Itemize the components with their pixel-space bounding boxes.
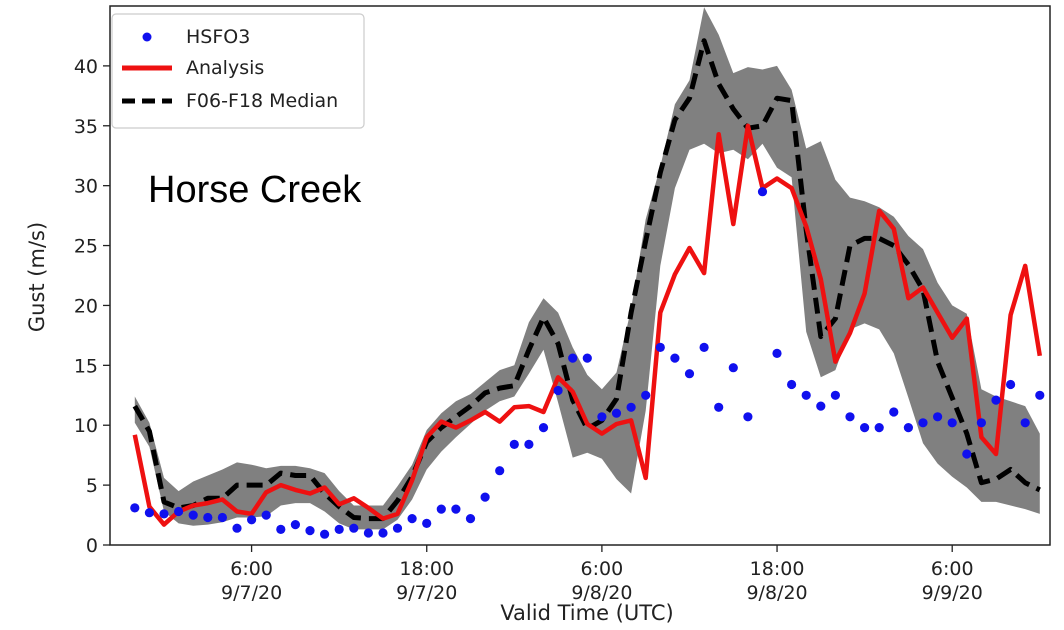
observation-point	[874, 423, 884, 433]
x-tick-time-label: 18:00	[399, 558, 454, 580]
legend: HSFO3 Analysis F06-F18 Median	[111, 13, 365, 129]
observation-point	[684, 369, 695, 379]
observation-point	[801, 390, 811, 400]
observation-point	[918, 418, 928, 428]
observation-point	[947, 418, 957, 428]
legend-label-median: F06-F18 Median	[186, 90, 338, 112]
observation-point	[568, 353, 578, 363]
observation-point	[290, 520, 300, 530]
observation-point	[378, 528, 388, 538]
observation-point	[976, 418, 987, 428]
y-tick-label: 0	[86, 535, 98, 557]
observation-point	[392, 523, 403, 533]
y-tick-label: 10	[74, 415, 98, 437]
observation-point	[1006, 379, 1016, 390]
observation-point	[845, 412, 855, 422]
y-tick-label: 30	[74, 176, 98, 198]
observation-point	[436, 504, 446, 514]
x-tick-time-label: 6:00	[931, 558, 974, 580]
observation-point	[276, 524, 286, 535]
x-tick-time-label: 18:00	[750, 558, 805, 580]
x-tick-time-label: 6:00	[230, 558, 273, 580]
analysis-line-layer	[132, 123, 1043, 527]
y-tick-label: 25	[74, 236, 98, 258]
observation-point	[553, 385, 563, 396]
observation-point	[305, 526, 315, 536]
observation-point	[699, 342, 709, 352]
observation-point	[232, 523, 242, 533]
observation-point	[188, 510, 198, 520]
legend-label-analysis: Analysis	[186, 57, 264, 79]
y-tick-label: 5	[86, 475, 98, 497]
x-tick-date-label: 9/7/20	[396, 582, 457, 604]
x-tick-date-label: 9/8/20	[746, 582, 807, 604]
observation-point	[757, 187, 768, 197]
observation-point	[465, 514, 476, 524]
observation-point	[933, 412, 943, 422]
observation-point	[728, 363, 738, 373]
observation-point	[991, 395, 1001, 405]
observation-point	[130, 503, 140, 513]
station-annotation: Horse Creek	[148, 169, 362, 211]
observation-point	[860, 423, 870, 433]
y-tick-label: 35	[74, 116, 98, 138]
observation-point	[582, 353, 592, 363]
median-line	[132, 38, 1041, 522]
observation-point	[203, 512, 213, 523]
observation-point	[1035, 390, 1045, 400]
observation-point	[363, 528, 373, 538]
observation-point	[626, 402, 636, 412]
legend-label-hsfo3: HSFO3	[186, 26, 250, 48]
observation-point	[903, 423, 914, 433]
observation-point	[422, 518, 432, 529]
observation-point	[772, 348, 782, 358]
observation-point	[962, 449, 972, 459]
observation-point	[174, 506, 184, 517]
observation-point	[524, 439, 534, 449]
x-tick-date-label: 9/8/20	[571, 582, 632, 604]
observation-point	[217, 512, 227, 523]
observation-point	[349, 523, 359, 533]
observation-point	[159, 509, 169, 519]
observation-point	[538, 423, 549, 433]
observation-point	[320, 529, 330, 539]
legend-marker-hsfo3	[142, 32, 152, 42]
legend-box	[111, 13, 365, 129]
x-tick-date-label: 9/7/20	[221, 582, 282, 604]
axes-layer: 05101520253035406:009/7/2018:009/7/206:0…	[74, 5, 1051, 604]
x-tick-time-label: 6:00	[581, 558, 624, 580]
observation-point	[451, 504, 461, 514]
observation-point	[743, 412, 753, 422]
observation-point	[889, 407, 899, 417]
x-axis-label: Valid Time (UTC)	[500, 601, 673, 625]
observation-point	[509, 439, 519, 449]
plot-frame	[109, 5, 1051, 546]
y-tick-label: 15	[74, 355, 98, 377]
observation-point	[1020, 418, 1030, 428]
observation-point	[830, 390, 841, 400]
x-tick-date-label: 9/9/20	[922, 582, 983, 604]
observation-point	[480, 492, 490, 502]
observation-point	[670, 353, 680, 363]
y-axis-label: Gust (m/s)	[25, 222, 49, 332]
observation-point	[334, 524, 344, 535]
observation-points-layer	[130, 187, 1045, 539]
analysis-line	[132, 123, 1043, 527]
observation-point	[247, 515, 257, 525]
observation-point	[714, 402, 724, 412]
median-line-layer	[132, 38, 1041, 522]
y-tick-label: 20	[74, 295, 98, 317]
observation-point	[611, 408, 622, 418]
observation-point	[655, 342, 665, 352]
observation-point	[597, 412, 607, 422]
observation-point	[261, 510, 271, 520]
observation-point	[641, 390, 651, 400]
observation-point	[816, 401, 826, 411]
observation-point	[495, 466, 505, 476]
observation-point	[144, 508, 154, 518]
observation-point	[407, 514, 417, 524]
y-tick-label: 40	[74, 56, 98, 78]
observation-point	[787, 379, 797, 390]
